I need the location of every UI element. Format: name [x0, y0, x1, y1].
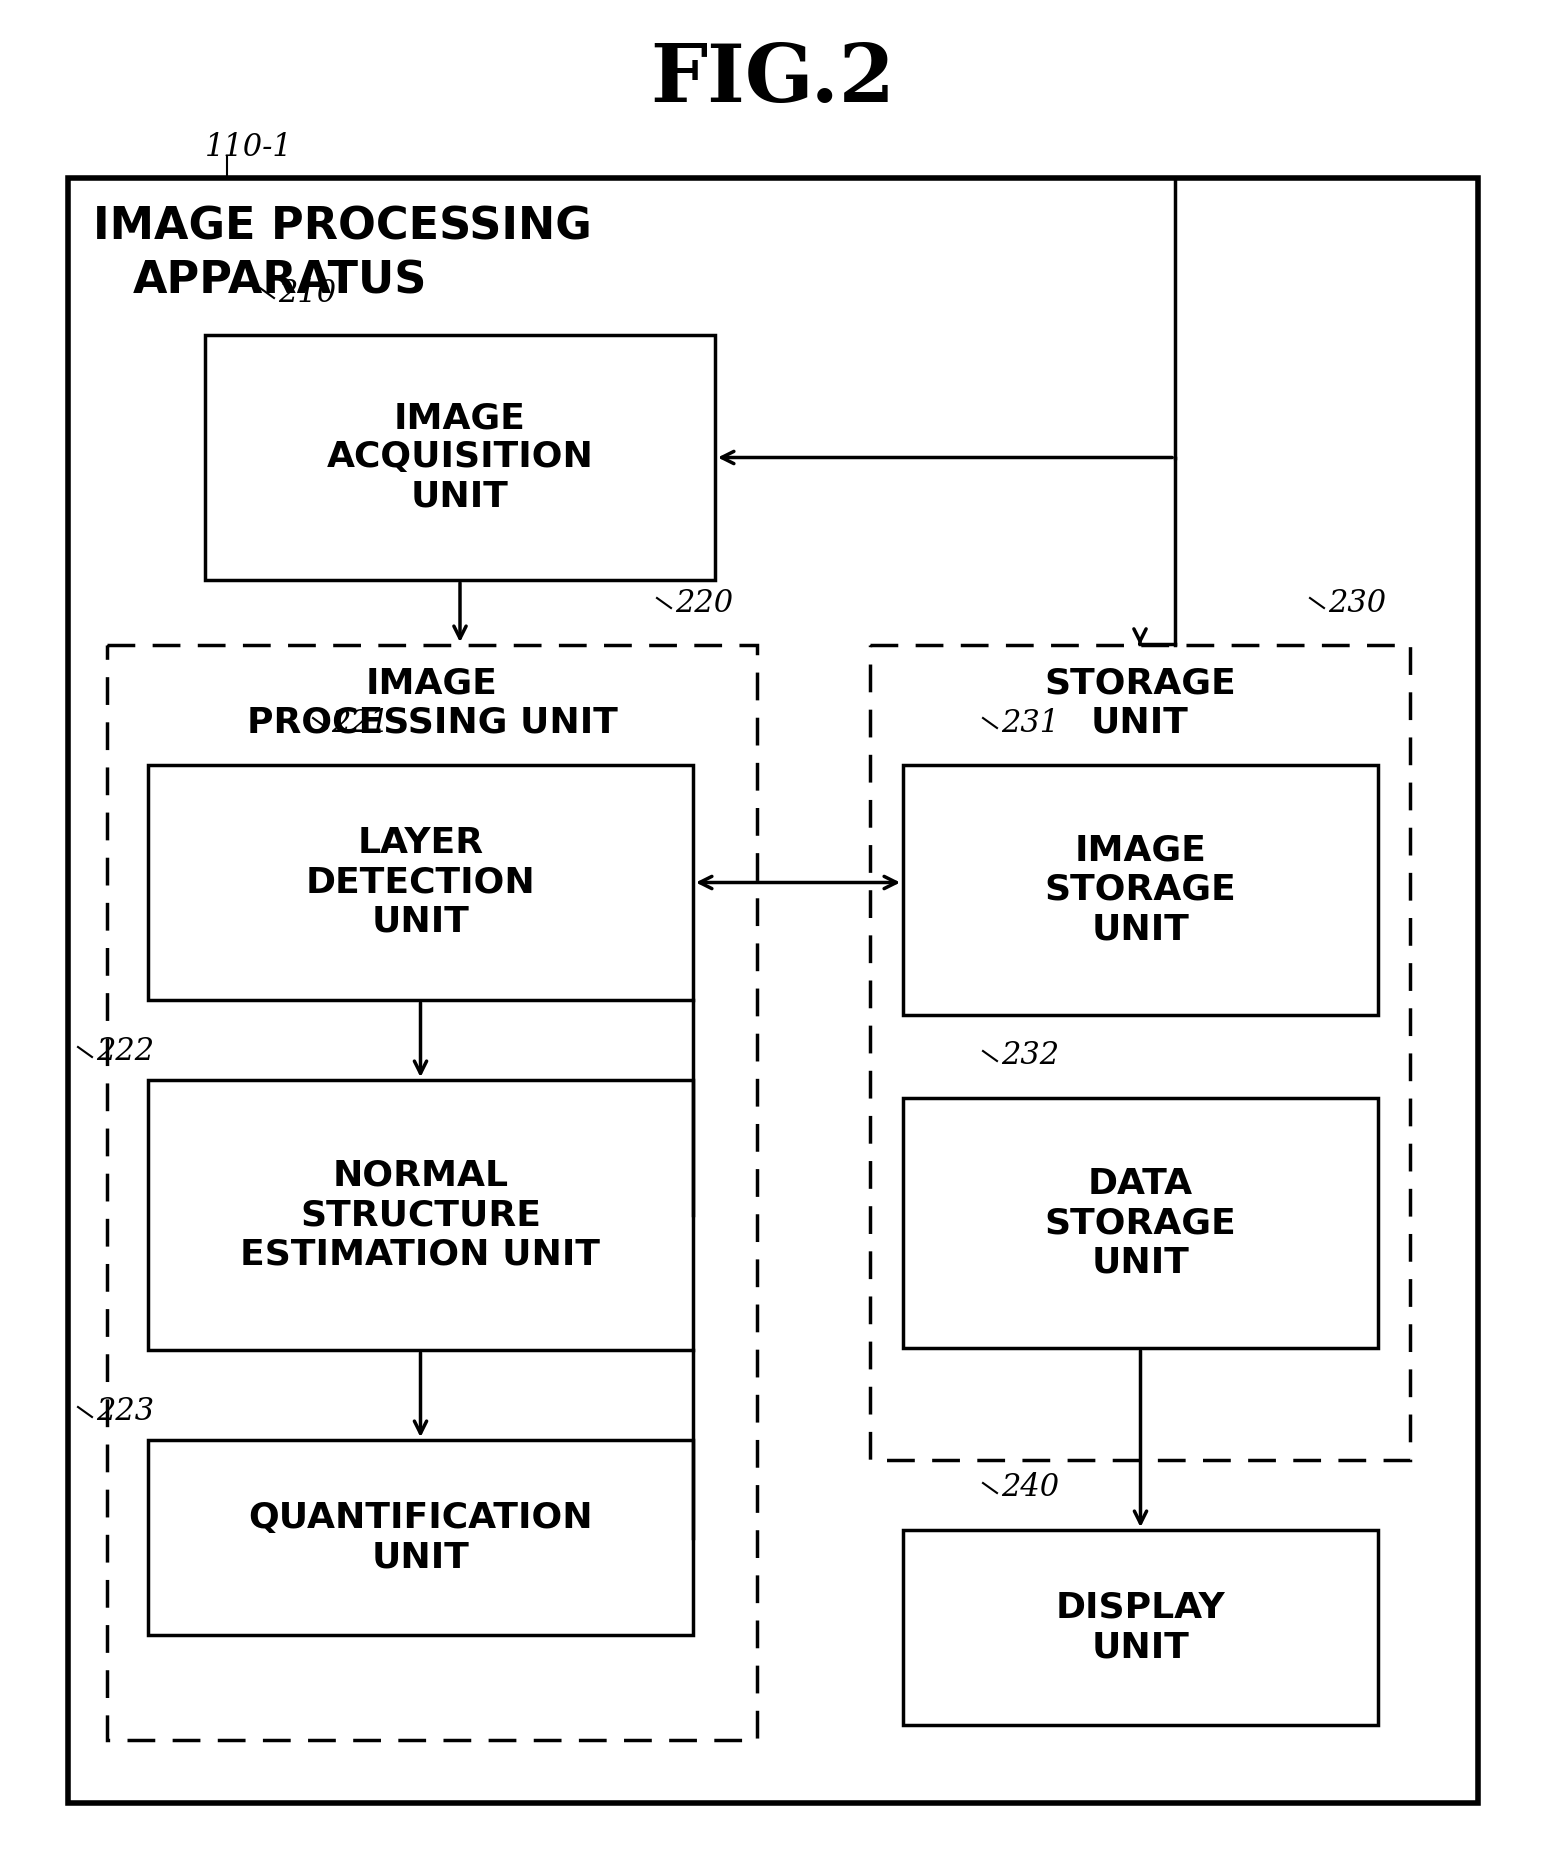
Bar [148, 1080, 693, 1350]
Text: IMAGE
PROCESSING UNIT: IMAGE PROCESSING UNIT [246, 666, 617, 740]
Text: 232: 232 [1000, 1040, 1059, 1071]
Text: 222: 222 [96, 1036, 155, 1067]
Bar [903, 1099, 1377, 1349]
Text: 240: 240 [1000, 1473, 1059, 1504]
Text: LAYER
DETECTION
UNIT: LAYER DETECTION UNIT [306, 827, 535, 940]
Bar [903, 1530, 1377, 1724]
Bar [68, 178, 1478, 1804]
Text: IMAGE
ACQUISITION
UNIT: IMAGE ACQUISITION UNIT [326, 401, 594, 514]
Text: IMAGE
STORAGE
UNIT: IMAGE STORAGE UNIT [1045, 834, 1237, 947]
Text: IMAGE PROCESSING: IMAGE PROCESSING [93, 205, 592, 250]
Text: STORAGE
UNIT: STORAGE UNIT [1044, 666, 1235, 740]
Text: 221: 221 [331, 707, 390, 738]
Text: 220: 220 [676, 588, 733, 618]
Bar [148, 766, 693, 1001]
Bar [870, 646, 1410, 1460]
Text: DATA
STORAGE
UNIT: DATA STORAGE UNIT [1045, 1167, 1237, 1280]
Text: 110-1: 110-1 [206, 133, 292, 163]
Text: 231: 231 [1000, 707, 1059, 738]
Bar [206, 335, 714, 581]
Text: 223: 223 [96, 1397, 155, 1428]
Text: 230: 230 [1328, 588, 1387, 618]
Bar [903, 766, 1377, 1016]
Text: FIG.2: FIG.2 [651, 41, 895, 118]
Text: APPARATUS: APPARATUS [133, 261, 427, 303]
Text: DISPLAY
UNIT: DISPLAY UNIT [1056, 1591, 1226, 1665]
Bar [148, 1439, 693, 1635]
Text: 210: 210 [278, 278, 335, 309]
Text: QUANTIFICATION
UNIT: QUANTIFICATION UNIT [249, 1500, 592, 1574]
Bar [107, 646, 758, 1741]
Text: NORMAL
STRUCTURE
ESTIMATION UNIT: NORMAL STRUCTURE ESTIMATION UNIT [241, 1158, 600, 1271]
